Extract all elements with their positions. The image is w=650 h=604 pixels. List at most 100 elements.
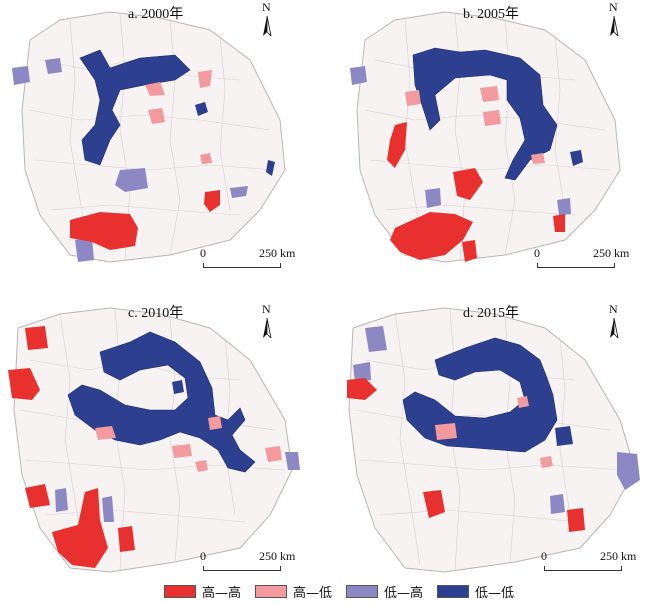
scale-bar: 0 250 km	[541, 549, 650, 573]
legend-label: 高—高	[202, 585, 242, 601]
map-panel-2000: a. 2000年 N 0 250 km	[0, 0, 325, 290]
panel-title: d. 2015年	[463, 306, 519, 321]
hl-cluster	[405, 90, 421, 106]
hh-cluster	[423, 490, 445, 518]
lh-cluster	[285, 452, 300, 470]
hh-cluster	[567, 508, 585, 532]
north-label: N	[262, 302, 271, 316]
hl-cluster	[148, 108, 165, 124]
north-arrow-icon: N	[259, 0, 281, 36]
legend-swatch	[255, 584, 288, 598]
hl-cluster	[172, 444, 192, 458]
hl-cluster	[517, 396, 529, 408]
ll-cluster	[555, 426, 573, 446]
hh-cluster	[387, 122, 407, 168]
legend-item-low-low: 低—低	[437, 582, 514, 601]
hh-cluster	[52, 488, 108, 568]
ll-cluster	[412, 47, 558, 181]
lh-cluster	[55, 488, 68, 512]
legend-item-high-high: 高—高	[164, 582, 241, 601]
north-label: N	[609, 0, 618, 14]
map-legend: 高—高 高—低 低—高 低—低	[164, 582, 528, 601]
hh-cluster	[25, 484, 50, 508]
lh-cluster	[75, 238, 94, 262]
scale-zero: 0	[200, 246, 206, 260]
scale-zero: 0	[541, 549, 547, 563]
lh-cluster	[557, 198, 571, 215]
hh-cluster	[8, 368, 40, 400]
hh-cluster	[347, 378, 377, 400]
lh-cluster	[617, 452, 640, 490]
lh-cluster	[350, 66, 367, 85]
north-arrow-icon: N	[259, 302, 281, 338]
lh-cluster	[102, 496, 114, 522]
map-2015	[347, 307, 640, 573]
map-2010	[8, 307, 300, 573]
hh-cluster	[204, 190, 220, 212]
panel-title: a. 2000年	[128, 7, 184, 22]
hl-cluster	[435, 423, 457, 440]
hl-cluster	[95, 426, 116, 440]
north-label: N	[609, 302, 618, 316]
map-2005	[350, 11, 621, 263]
legend-item-low-high: 低—高	[346, 582, 423, 601]
map-panel-2010: c. 2010年 N 0 250 km	[0, 300, 325, 590]
scale-zero: 0	[534, 246, 540, 260]
hl-cluster	[531, 153, 545, 164]
hh-cluster	[118, 526, 135, 552]
scale-bar: 0 250 km	[200, 549, 313, 573]
lh-cluster	[353, 362, 371, 382]
lh-cluster	[45, 58, 62, 74]
legend-swatch	[346, 584, 379, 598]
scale-bar: 0 250 km	[534, 246, 647, 270]
scale-zero: 0	[200, 549, 206, 563]
legend-swatch	[437, 584, 470, 598]
hh-cluster	[453, 168, 483, 200]
north-label: N	[262, 0, 271, 14]
north-arrow-icon: N	[606, 0, 628, 36]
legend-label: 低—高	[384, 585, 424, 601]
map-2000	[12, 11, 286, 263]
ll-cluster	[402, 337, 558, 453]
hl-cluster	[145, 82, 165, 96]
region-outline	[21, 11, 286, 263]
lh-cluster	[425, 188, 441, 208]
map-panel-2005: b. 2005年 N 0 250 km	[335, 0, 650, 290]
hl-cluster	[540, 456, 553, 468]
scale-distance: 250 km	[600, 549, 637, 563]
lh-cluster	[230, 186, 248, 198]
hl-cluster	[483, 110, 501, 126]
panel-title: b. 2005年	[463, 7, 519, 22]
ll-cluster	[195, 102, 208, 116]
ll-cluster	[266, 160, 275, 176]
scale-distance: 250 km	[259, 246, 296, 260]
scale-distance: 250 km	[593, 246, 630, 260]
hl-cluster	[265, 446, 282, 462]
hl-cluster	[208, 416, 222, 430]
hh-cluster	[70, 212, 138, 250]
north-arrow-icon: N	[606, 302, 628, 338]
hh-cluster	[25, 326, 48, 350]
scale-bar: 0 250 km	[200, 246, 313, 270]
hl-cluster	[195, 460, 208, 472]
scale-distance: 250 km	[259, 549, 296, 563]
legend-label: 高—低	[293, 585, 333, 601]
hh-cluster	[390, 212, 473, 260]
hl-cluster	[480, 86, 499, 102]
hh-cluster	[462, 240, 477, 262]
lh-cluster	[12, 66, 30, 85]
map-panel-2015: d. 2015年 N 0 250 km	[335, 300, 650, 590]
lh-cluster	[365, 326, 387, 352]
legend-swatch	[164, 584, 196, 598]
lh-cluster	[550, 494, 565, 514]
ll-cluster	[79, 49, 191, 166]
ll-cluster	[172, 380, 184, 394]
panel-title: c. 2010年	[128, 306, 184, 321]
legend-item-high-low: 高—低	[255, 582, 332, 601]
ll-cluster	[570, 150, 583, 166]
county-borders	[29, 13, 276, 261]
hh-cluster	[553, 214, 565, 232]
hl-cluster	[200, 153, 212, 164]
hl-cluster	[198, 70, 212, 88]
legend-label: 低—低	[475, 585, 515, 601]
